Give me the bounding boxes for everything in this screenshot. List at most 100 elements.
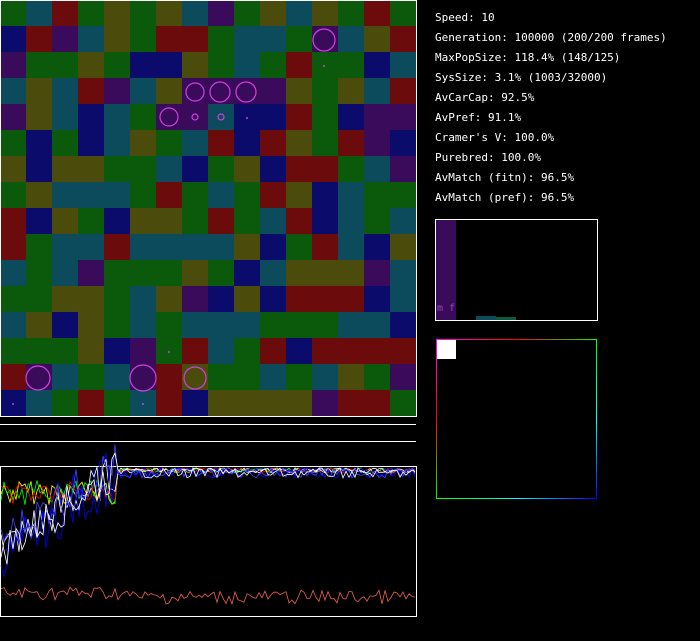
grid-cell [390,364,416,390]
grid-cell [0,0,26,26]
grid-cell [78,286,104,312]
grid-cell [156,0,182,26]
grid-cell [78,208,104,234]
grid-cell [208,156,234,182]
color-map-cell [437,340,456,359]
history-lines [0,444,416,606]
grid-cell [312,208,338,234]
grid-cell [26,52,52,78]
grid-cell [78,364,104,390]
grid-cell [78,78,104,104]
grid-cell [104,26,130,52]
grid-cell [156,130,182,156]
grid-cell [130,26,156,52]
grid-cell [364,182,390,208]
grid-cell [260,26,286,52]
grid-cell [364,338,390,364]
agent [312,28,336,52]
grid-cell [0,338,26,364]
grid-cell [156,260,182,286]
grid-cell [260,312,286,338]
grid-cell [208,0,234,26]
grid-cell [260,234,286,260]
histogram-bar [476,316,496,320]
color-map [436,339,597,499]
grid-cell [26,0,52,26]
agent-dot [12,403,14,405]
grid-cell [182,338,208,364]
grid-cell [234,130,260,156]
grid-cell [286,26,312,52]
stat-line: AvPref: 91.1% [435,111,521,124]
grid-cell [364,156,390,182]
grid-cell [260,338,286,364]
grid-cell [182,234,208,260]
agent [129,364,157,392]
grid-cell [260,390,286,416]
grid-cell [390,338,416,364]
grid-cell [338,234,364,260]
grid-cell [234,286,260,312]
grid-cell [130,156,156,182]
grid-cell [364,104,390,130]
grid-cell [130,260,156,286]
grid-cell [208,312,234,338]
grid-cell [234,52,260,78]
grid-cell [338,286,364,312]
grid-cell [0,130,26,156]
grid-cell [260,104,286,130]
grid-cell [104,52,130,78]
grid-cell [338,104,364,130]
grid-cell [156,234,182,260]
grid-cell [390,104,416,130]
grid-cell [26,156,52,182]
grid-cell [286,156,312,182]
grid-cell [130,286,156,312]
grid-cell [286,286,312,312]
grid-cell [104,130,130,156]
grid-cell [208,286,234,312]
agent-dot [246,117,248,119]
grid-cell [286,52,312,78]
grid-cell [364,52,390,78]
grid-cell [104,78,130,104]
grid-cell [260,208,286,234]
grid-cell [156,52,182,78]
grid-cell [338,52,364,78]
grid-cell [286,312,312,338]
world-grid [0,0,416,416]
grid-cell [364,234,390,260]
stat-line: AvMatch (pref): 96.5% [435,191,574,204]
agent [159,107,179,127]
grid-cell [0,156,26,182]
grid-cell [0,208,26,234]
grid-cell [130,52,156,78]
grid-cell [52,104,78,130]
grid-cell [260,52,286,78]
grid-cell [52,390,78,416]
grid-cell [390,78,416,104]
grid-cell [182,130,208,156]
grid-cell [52,26,78,52]
stat-line: SysSize: 3.1% (1003/32000) [435,71,607,84]
grid-cell [26,312,52,338]
stat-line: Cramer's V: 100.0% [435,131,555,144]
stat-line: Speed: 10 [435,11,495,24]
stat-line: AvCarCap: 92.5% [435,91,535,104]
grid-cell [390,52,416,78]
grid-cell [130,208,156,234]
grid-cell [0,104,26,130]
grid-cell [286,130,312,156]
grid-cell [104,390,130,416]
grid-cell [260,286,286,312]
grid-cell [286,260,312,286]
grid-cell [260,364,286,390]
stat-line: AvMatch (fitn): 96.5% [435,171,574,184]
grid-cell [312,234,338,260]
grid-cell [78,390,104,416]
grid-cell [156,208,182,234]
grid-cell [0,312,26,338]
grid-cell [52,338,78,364]
